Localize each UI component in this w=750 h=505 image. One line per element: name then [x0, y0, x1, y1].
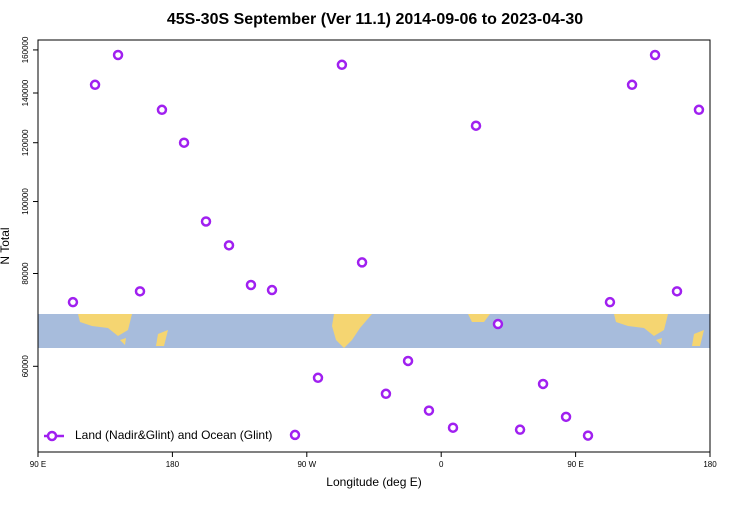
x-tick-label: 0	[439, 460, 444, 469]
point	[200, 216, 212, 227]
point	[604, 296, 616, 308]
point	[156, 104, 168, 116]
point	[649, 49, 661, 61]
point	[447, 422, 459, 433]
x-tick-label: 90 E	[567, 460, 583, 469]
y-tick-label: 160000	[21, 36, 30, 63]
point	[223, 240, 235, 251]
point	[380, 388, 392, 400]
plot-frame	[37, 39, 711, 453]
point	[492, 318, 504, 330]
y-tick-label: 100000	[21, 188, 30, 215]
point	[402, 355, 414, 367]
legend-label: Land (Nadir&Glint) and Ocean (Glint)	[75, 428, 272, 442]
point	[671, 286, 683, 297]
legend-marker	[46, 430, 58, 442]
map-strip	[38, 314, 710, 348]
point	[112, 49, 124, 61]
point	[582, 430, 594, 441]
y-axis-label: N Total	[0, 227, 12, 264]
chart-title: 45S-30S September (Ver 11.1) 2014-09-06 …	[167, 11, 583, 28]
y-tick-label: 80000	[21, 262, 30, 285]
point	[470, 120, 482, 131]
point	[178, 137, 190, 148]
x-axis-label: Longitude (deg E)	[326, 475, 421, 489]
point	[245, 279, 257, 291]
point	[89, 79, 101, 91]
point	[693, 104, 705, 116]
point	[266, 284, 278, 296]
point	[312, 372, 324, 384]
point	[423, 405, 435, 416]
point	[356, 257, 368, 268]
x-tick-label: 180	[166, 460, 180, 469]
y-tick-label: 60000	[21, 355, 30, 378]
x-tick-label: 90 W	[297, 460, 316, 469]
point	[626, 79, 638, 91]
x-tick-label: 180	[703, 460, 717, 469]
point	[514, 424, 526, 435]
point	[537, 378, 549, 390]
y-tick-label: 140000	[21, 79, 30, 106]
point	[289, 429, 301, 441]
x-tick-label: 90 E	[30, 460, 46, 469]
y-tick-label: 120000	[21, 129, 30, 156]
point	[560, 411, 572, 423]
point	[336, 59, 348, 71]
point	[134, 286, 146, 297]
point	[67, 296, 79, 308]
